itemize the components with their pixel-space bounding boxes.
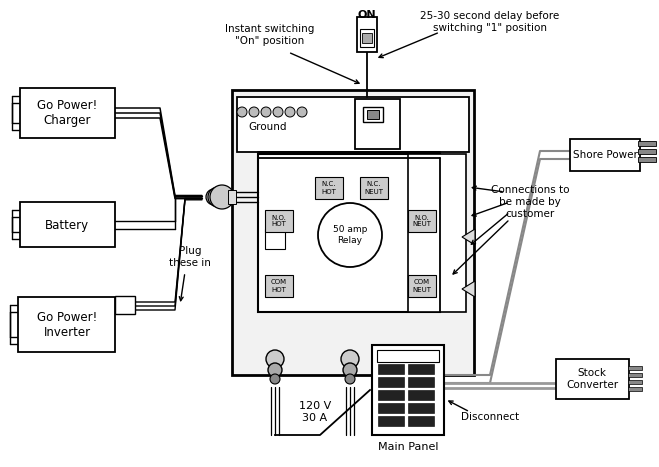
Text: Go Power!
Inverter: Go Power! Inverter: [37, 311, 97, 339]
Text: Shore Power: Shore Power: [573, 150, 637, 160]
Circle shape: [343, 363, 357, 377]
Text: Disconnect: Disconnect: [461, 412, 519, 422]
Bar: [357, 17, 377, 52]
Text: Ground: Ground: [248, 122, 287, 132]
Circle shape: [297, 107, 307, 117]
Circle shape: [268, 363, 282, 377]
Circle shape: [318, 203, 382, 267]
Bar: [20, 202, 115, 247]
Bar: [363, 107, 383, 122]
Bar: [377, 350, 439, 362]
Bar: [355, 99, 400, 149]
Bar: [556, 359, 629, 399]
Bar: [570, 139, 640, 171]
Polygon shape: [462, 281, 475, 297]
Text: N.O.
NEUT: N.O. NEUT: [413, 214, 432, 227]
Text: 25-30 second delay before
switching "1" position: 25-30 second delay before switching "1" …: [420, 11, 559, 33]
Bar: [265, 210, 293, 232]
Text: Stock
Converter: Stock Converter: [566, 368, 618, 390]
Bar: [372, 345, 444, 435]
Text: ON: ON: [358, 10, 376, 20]
Bar: [378, 403, 404, 413]
Polygon shape: [462, 229, 475, 245]
Bar: [638, 141, 656, 146]
Bar: [232, 90, 474, 375]
Bar: [378, 377, 404, 387]
Circle shape: [266, 350, 284, 368]
Text: N.C.
HOT: N.C. HOT: [322, 182, 337, 194]
Circle shape: [237, 107, 247, 117]
Text: Main Panel: Main Panel: [378, 442, 438, 452]
Bar: [228, 190, 236, 204]
Bar: [638, 149, 656, 154]
Circle shape: [206, 189, 222, 205]
Bar: [378, 364, 404, 374]
Text: Battery: Battery: [45, 219, 89, 232]
Circle shape: [345, 374, 355, 384]
Bar: [408, 364, 434, 374]
Circle shape: [210, 185, 234, 209]
Circle shape: [406, 350, 424, 368]
Text: COM
HOT: COM HOT: [271, 280, 287, 292]
Bar: [628, 380, 642, 384]
Bar: [20, 88, 115, 138]
Bar: [362, 33, 372, 43]
Bar: [378, 416, 404, 426]
Bar: [408, 210, 436, 232]
Bar: [638, 157, 656, 162]
Bar: [408, 416, 434, 426]
Text: Connections to
be made by
customer: Connections to be made by customer: [491, 185, 569, 219]
Bar: [628, 387, 642, 391]
Bar: [408, 390, 434, 400]
Bar: [115, 296, 135, 314]
Text: 50 amp
Relay: 50 amp Relay: [333, 225, 367, 245]
Circle shape: [208, 187, 228, 207]
Text: N.O.
HOT: N.O. HOT: [272, 214, 287, 227]
Text: Plug
these in: Plug these in: [169, 246, 211, 268]
Circle shape: [249, 107, 259, 117]
Bar: [258, 154, 440, 312]
Bar: [18, 297, 115, 352]
Bar: [237, 97, 469, 152]
Text: N.C.
NEUT: N.C. NEUT: [364, 182, 384, 194]
Bar: [408, 154, 466, 312]
Bar: [367, 110, 379, 119]
Bar: [315, 177, 343, 199]
Bar: [408, 403, 434, 413]
Text: COM
NEUT: COM NEUT: [413, 280, 432, 292]
Bar: [628, 366, 642, 370]
Circle shape: [273, 107, 283, 117]
Bar: [408, 377, 434, 387]
Bar: [378, 390, 404, 400]
Bar: [265, 275, 293, 297]
Bar: [360, 29, 374, 47]
Text: Go Power!
Charger: Go Power! Charger: [37, 99, 97, 127]
Circle shape: [408, 363, 422, 377]
Circle shape: [261, 107, 271, 117]
Circle shape: [270, 374, 280, 384]
Bar: [360, 177, 388, 199]
Circle shape: [410, 374, 420, 384]
Circle shape: [341, 350, 359, 368]
Bar: [408, 275, 436, 297]
Bar: [265, 229, 285, 249]
Bar: [628, 373, 642, 377]
Circle shape: [285, 107, 295, 117]
Text: 120 V
30 A: 120 V 30 A: [299, 401, 331, 423]
Text: Instant switching
"On" position: Instant switching "On" position: [225, 24, 315, 46]
